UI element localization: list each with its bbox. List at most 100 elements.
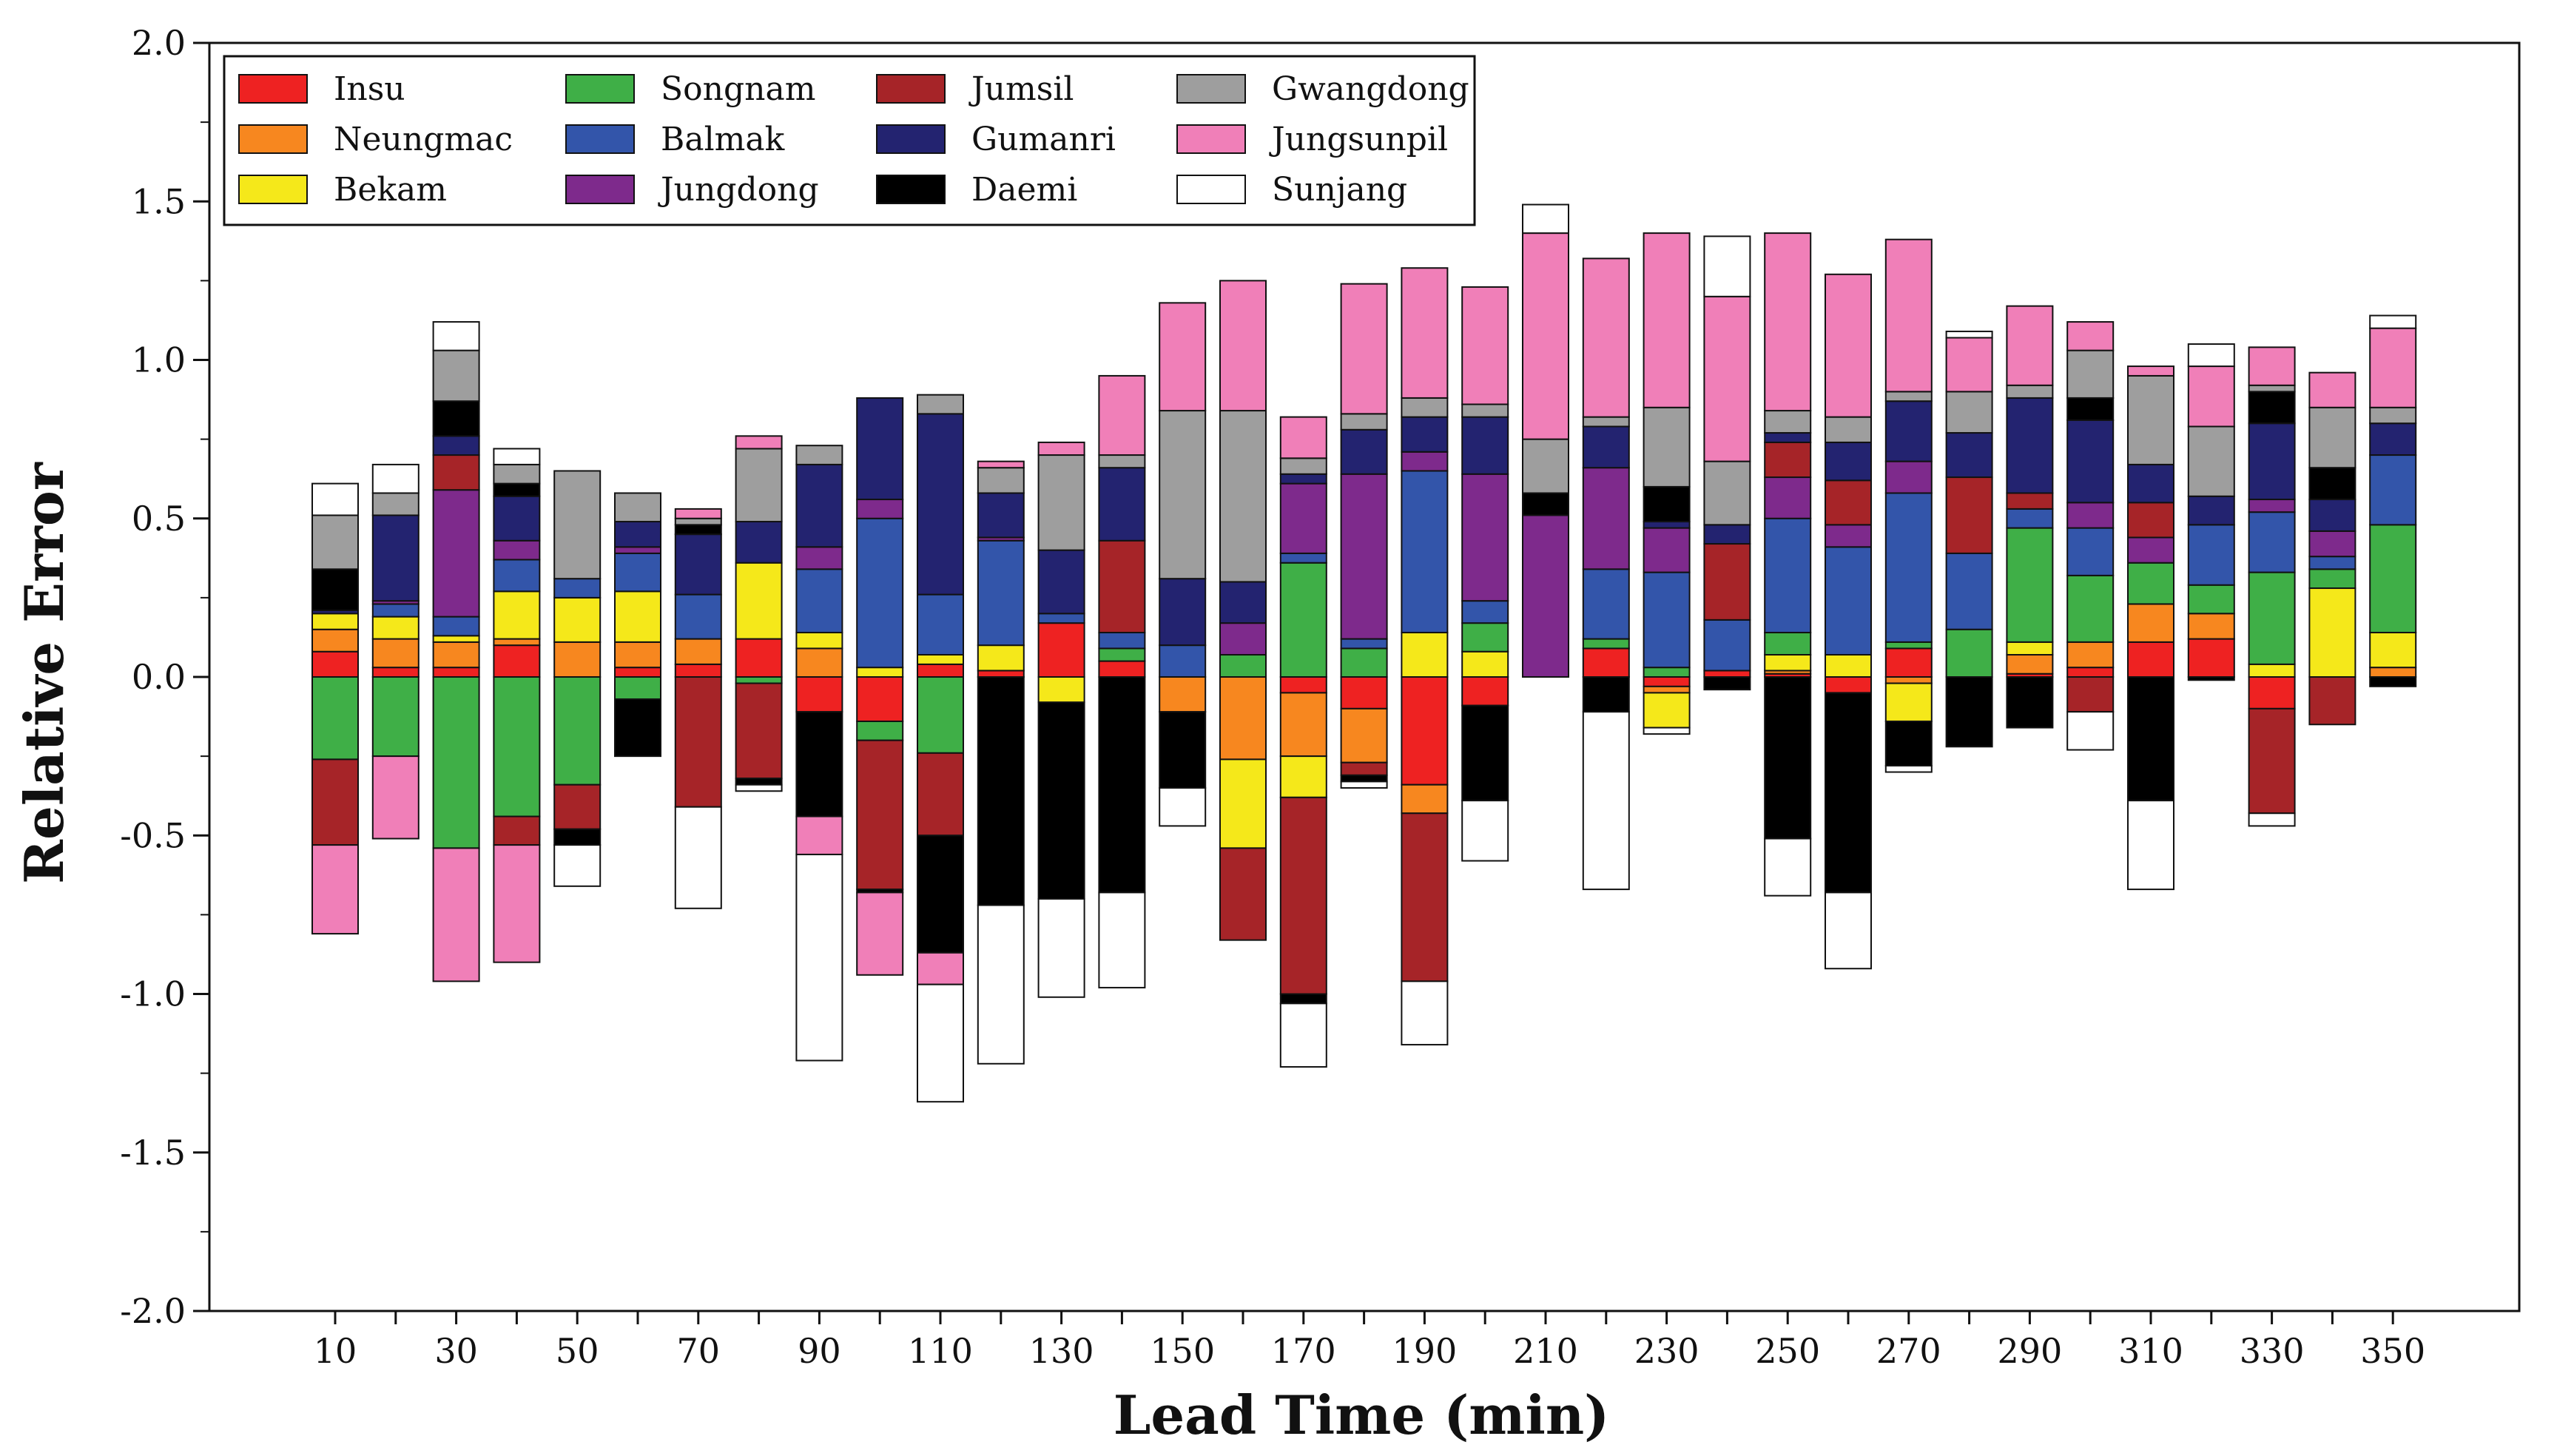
bar-segment-daemi-260	[1825, 692, 1872, 894]
y-tick-label: -0.5	[120, 815, 186, 855]
bar-segment-gumanri-160	[1219, 581, 1267, 624]
bar-segment-jumsil-40	[493, 815, 541, 846]
x-tick-label: 290	[1997, 1331, 2062, 1371]
bar-segment-bekam-30	[432, 635, 480, 643]
bar-segment-balmak-140	[1098, 632, 1146, 650]
bar-segment-jungdong-250	[1764, 476, 1812, 519]
bar-segment-balmak-90	[795, 568, 843, 634]
bar-segment-gwangdong-310	[2127, 374, 2174, 465]
bar-segment-insu-200	[1461, 676, 1509, 707]
bar-segment-jungsunpil-30	[432, 847, 480, 983]
bar-segment-gumanri-320	[2187, 495, 2235, 526]
bar-segment-insu-100	[856, 676, 904, 722]
bar-segment-insu-130	[1037, 622, 1085, 678]
bar-segment-insu-140	[1098, 660, 1146, 678]
bar-segment-gwangdong-150	[1159, 410, 1207, 580]
bar-segment-neungmac-10	[311, 628, 359, 653]
bar-segment-jungsunpil-250	[1764, 232, 1812, 412]
bar-segment-sunjang-310	[2127, 800, 2174, 891]
bar-segment-gumanri-150	[1159, 578, 1207, 647]
bar-segment-jungdong-60	[614, 546, 661, 554]
bar-segment-gwangdong-190	[1401, 397, 1449, 418]
bar-segment-gumanri-40	[493, 495, 541, 542]
bar-segment-gwangdong-80	[735, 448, 783, 523]
bar-segment-songnam-100	[856, 720, 904, 741]
legend-swatch-jungdong	[565, 175, 635, 204]
bar-segment-jumsil-280	[1945, 476, 1993, 554]
bar-segment-jungdong-260	[1825, 524, 1872, 548]
bar-segment-songnam-230	[1643, 667, 1691, 678]
bar-segment-gwangdong-340	[2308, 406, 2356, 469]
x-tick-label: 250	[1755, 1331, 1820, 1371]
bar-segment-balmak-20	[371, 603, 420, 618]
bar-segment-sunjang-170	[1279, 1002, 1327, 1068]
bar-segment-jumsil-300	[2066, 676, 2115, 713]
bar-segment-songnam-320	[2187, 584, 2235, 615]
y-tick-label: 0.5	[132, 499, 186, 539]
bar-segment-sunjang-20	[371, 463, 420, 494]
bar-segment-insu-230	[1643, 676, 1691, 687]
bar-segment-bekam-200	[1461, 650, 1509, 678]
bar-segment-songnam-180	[1340, 647, 1388, 678]
bar-segment-balmak-330	[2248, 511, 2296, 573]
bar-segment-sunjang-30	[432, 321, 480, 351]
bar-segment-gwangdong-70	[674, 517, 722, 526]
bar-segment-sunjang-110	[917, 983, 964, 1103]
bar-segment-neungmac-270	[1884, 676, 1933, 684]
bar-segment-sunjang-350	[2369, 314, 2417, 329]
bar-segment-jumsil-310	[2127, 502, 2174, 539]
bar-segment-gumanri-140	[1098, 467, 1146, 542]
bar-segment-jungdong-170	[1279, 482, 1327, 554]
bar-segment-songnam-140	[1098, 647, 1146, 662]
bar-segment-jungsunpil-160	[1219, 280, 1267, 412]
x-tick-label: 130	[1029, 1331, 1094, 1371]
x-tick-label: 330	[2240, 1331, 2305, 1371]
bar-segment-jungdong-230	[1643, 527, 1691, 573]
bar-segment-sunjang-260	[1825, 892, 1872, 970]
bar-segment-insu-120	[977, 670, 1025, 678]
bar-segment-jungsunpil-330	[2248, 346, 2296, 386]
bar-segment-bekam-250	[1764, 654, 1812, 672]
bar-segment-gumanri-250	[1764, 432, 1812, 443]
bar-segment-songnam-50	[553, 676, 602, 786]
bar-segment-jungsunpil-290	[2006, 305, 2054, 386]
bar-segment-balmak-230	[1643, 571, 1691, 669]
bar-segment-sunjang-10	[311, 482, 359, 516]
x-tick-label: 190	[1392, 1331, 1457, 1371]
bar-segment-jumsil-110	[917, 752, 964, 837]
bar-segment-balmak-350	[2369, 454, 2417, 526]
bar-segment-daemi-30	[432, 400, 480, 437]
bar-segment-jumsil-30	[432, 454, 480, 491]
bar-segment-bekam-350	[2369, 632, 2417, 669]
y-tick-label: 1.0	[132, 340, 186, 380]
legend-swatch-gwangdong	[1176, 74, 1246, 104]
bar-segment-insu-110	[917, 663, 964, 678]
bar-segment-bekam-330	[2248, 663, 2296, 678]
legend-swatch-jumsil	[876, 74, 946, 104]
bar-segment-daemi-140	[1098, 676, 1146, 894]
bar-segment-neungmac-60	[614, 641, 661, 669]
bar-segment-gumanri-180	[1340, 428, 1388, 475]
bar-segment-songnam-310	[2127, 562, 2174, 605]
bar-segment-gumanri-130	[1037, 549, 1085, 615]
bar-segment-sunjang-130	[1037, 897, 1085, 998]
bar-segment-sunjang-200	[1461, 800, 1509, 862]
bar-segment-jungdong-30	[432, 489, 480, 618]
bar-segment-songnam-80	[735, 676, 783, 684]
y-tick-label: -1.0	[120, 974, 186, 1014]
bar-segment-gumanri-170	[1279, 473, 1327, 485]
x-tick-label: 50	[556, 1331, 599, 1371]
bar-segment-gumanri-220	[1582, 425, 1630, 469]
bar-segment-gwangdong-50	[553, 470, 602, 580]
bar-segment-sunjang-240	[1703, 235, 1751, 297]
bar-segment-jungsunpil-280	[1945, 337, 1993, 393]
bar-segment-balmak-270	[1884, 492, 1933, 643]
bar-segment-sunjang-180	[1340, 781, 1388, 789]
bar-segment-jungdong-190	[1401, 451, 1449, 472]
bar-segment-balmak-120	[977, 539, 1025, 647]
bar-segment-daemi-270	[1884, 720, 1933, 766]
bar-segment-balmak-200	[1461, 600, 1509, 624]
bar-segment-jungsunpil-120	[977, 460, 1025, 469]
bar-segment-songnam-300	[2066, 574, 2115, 643]
legend-label-jumsil: Jumsil	[968, 70, 1074, 108]
